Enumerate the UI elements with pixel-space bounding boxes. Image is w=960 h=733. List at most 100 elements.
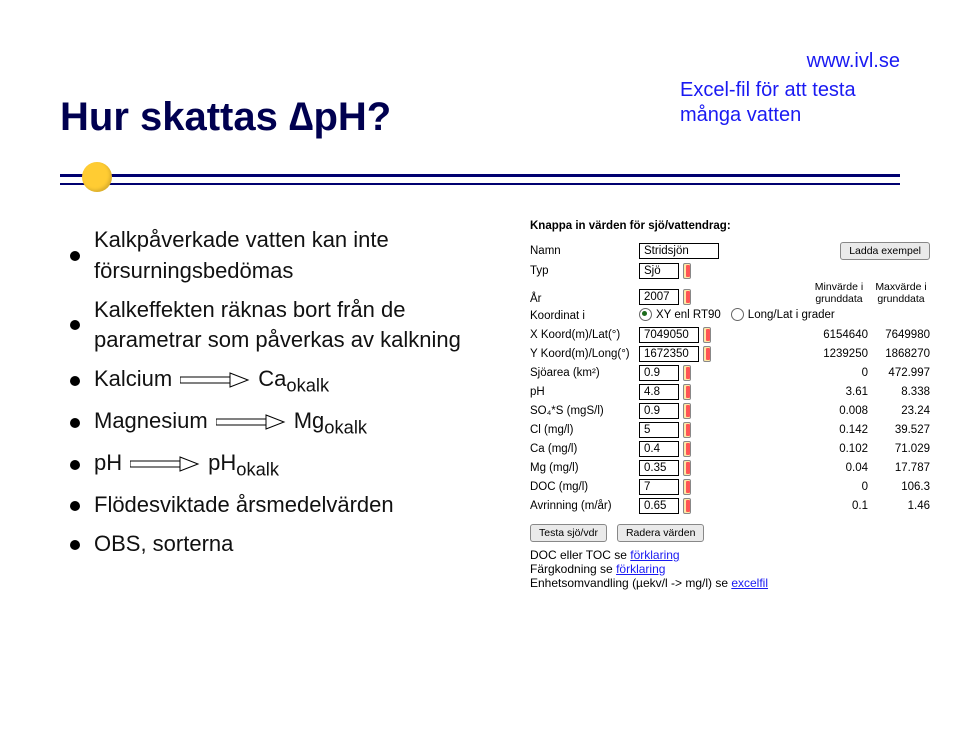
row-min: 0.142 [810, 424, 868, 436]
row-input[interactable]: 5 [639, 422, 679, 438]
panel-title: Knappa in värden för sjö/vattendrag: [530, 220, 930, 232]
bullet-text: pH pHokalk [94, 448, 510, 482]
bullet-dot-icon [70, 320, 80, 330]
label-ar: År [530, 293, 635, 305]
bullet-dot-icon [70, 376, 80, 386]
row-max: 39.527 [872, 424, 930, 436]
data-row: X Koord(m)/Lat(°) 7049050 6154640 7649980 [530, 327, 930, 343]
bullet-text: Kalkeffekten räknas bort från de paramet… [94, 295, 510, 357]
page-title: Hur skattas ∆pH? [60, 95, 391, 140]
radio-option[interactable]: XY enl RT90 [639, 308, 721, 321]
data-row: Mg (mg/l) 0.35 0.04 17.787 [530, 460, 930, 476]
row-input[interactable]: 0.65 [639, 498, 679, 514]
data-row: Ca (mg/l) 0.4 0.102 71.029 [530, 441, 930, 457]
label-namn: Namn [530, 245, 635, 257]
row-input[interactable]: 0.9 [639, 365, 679, 381]
row-input[interactable]: 0.9 [639, 403, 679, 419]
ribbon-icon [703, 327, 711, 343]
row-label: DOC (mg/l) [530, 481, 635, 493]
load-example-button[interactable]: Ladda exempel [840, 242, 930, 260]
row-min: 0 [810, 481, 868, 493]
explain-link[interactable]: förklaring [616, 562, 665, 576]
row-max: 8.338 [872, 386, 930, 398]
data-row: SO₄*S (mgS/l)0.90.00823.24 [530, 403, 930, 419]
row-min: 1239250 [810, 348, 868, 360]
top-link[interactable]: www.ivl.se [807, 50, 900, 73]
row-input[interactable]: 7 [639, 479, 679, 495]
row-max: 71.029 [872, 443, 930, 455]
row-label: Mg (mg/l) [530, 462, 635, 474]
row-label: Cl (mg/l) [530, 424, 635, 436]
row-label: pH [530, 386, 635, 398]
explain-link[interactable]: förklaring [630, 548, 679, 562]
bullet-item: Kalcium Caokalk [70, 364, 510, 398]
row-min: 0.1 [810, 500, 868, 512]
bullet-item: OBS, sorterna [70, 529, 510, 560]
ribbon-icon [683, 498, 691, 514]
row-min: 0.04 [810, 462, 868, 474]
row-label: Ca (mg/l) [530, 443, 635, 455]
row-input[interactable]: 4.8 [639, 384, 679, 400]
row-max: 17.787 [872, 462, 930, 474]
bullet-item: Kalkpåverkade vatten kan inte försurning… [70, 225, 510, 287]
col-min-header: Minvärde i grunddata [810, 282, 868, 305]
ribbon-icon [683, 289, 691, 305]
row-label: X Koord(m)/Lat(°) [530, 329, 635, 341]
row-max: 1868270 [872, 348, 930, 360]
row-min: 3.61 [810, 386, 868, 398]
data-row: Sjöarea (km²)0.90472.997 [530, 365, 930, 381]
radio-icon [731, 308, 744, 321]
data-row: Y Koord(m)/Long(°)167235012392501868270 [530, 346, 930, 362]
arrow-icon [130, 455, 200, 473]
input-typ[interactable]: Sjö [639, 263, 679, 279]
bullet-text: OBS, sorterna [94, 529, 510, 560]
row-min: 0 [810, 367, 868, 379]
row-input[interactable]: 7049050 [639, 327, 699, 343]
explain-line: Färgkodning se förklaring [530, 562, 930, 576]
bullet-item: Flödesviktade årsmedelvärden [70, 490, 510, 521]
explain-link[interactable]: excelfil [731, 576, 768, 590]
bullet-dot-icon [70, 501, 80, 511]
ribbon-icon [683, 263, 691, 279]
bullet-dot-icon [70, 251, 80, 261]
bullet-dot-icon [70, 540, 80, 550]
row-max: 23.24 [872, 405, 930, 417]
ribbon-icon [703, 346, 711, 362]
row-input[interactable]: 0.35 [639, 460, 679, 476]
ribbon-icon [683, 460, 691, 476]
row-label: Sjöarea (km²) [530, 367, 635, 379]
bullet-text: Kalcium Caokalk [94, 364, 510, 398]
ribbon-icon [683, 403, 691, 419]
radio-label: XY enl RT90 [656, 309, 721, 321]
arrow-icon [216, 413, 286, 431]
divider-rule [60, 170, 900, 184]
divider-ball-icon [82, 162, 112, 192]
excel-note: Excel-fil för att testa många vatten [680, 78, 900, 128]
bullet-dot-icon [70, 418, 80, 428]
row-label: Avrinning (m/år) [530, 500, 635, 512]
bullet-dot-icon [70, 460, 80, 470]
test-button[interactable]: Testa sjö/vdr [530, 524, 607, 542]
ribbon-icon [683, 441, 691, 457]
bullet-text: Magnesium Mgokalk [94, 406, 510, 440]
row-min: 0.102 [810, 443, 868, 455]
row-max: 106.3 [872, 481, 930, 493]
row-input[interactable]: 1672350 [639, 346, 699, 362]
bullet-item: Magnesium Mgokalk [70, 406, 510, 440]
bullet-item: pH pHokalk [70, 448, 510, 482]
input-namn[interactable]: Stridsjön [639, 243, 719, 259]
bullet-item: Kalkeffekten räknas bort från de paramet… [70, 295, 510, 357]
bullet-list: Kalkpåverkade vatten kan inte försurning… [70, 225, 510, 568]
ribbon-icon [683, 479, 691, 495]
ribbon-icon [683, 365, 691, 381]
radio-option[interactable]: Long/Lat i grader [731, 308, 835, 321]
input-ar[interactable]: 2007 [639, 289, 679, 305]
clear-button[interactable]: Radera värden [617, 524, 704, 542]
row-min: 6154640 [810, 329, 868, 341]
row-input[interactable]: 0.4 [639, 441, 679, 457]
label-typ: Typ [530, 265, 635, 277]
data-row: Cl (mg/l) 5 0.142 39.527 [530, 422, 930, 438]
data-row: pH 4.8 3.61 8.338 [530, 384, 930, 400]
bullet-text: Flödesviktade årsmedelvärden [94, 490, 510, 521]
row-max: 7649980 [872, 329, 930, 341]
